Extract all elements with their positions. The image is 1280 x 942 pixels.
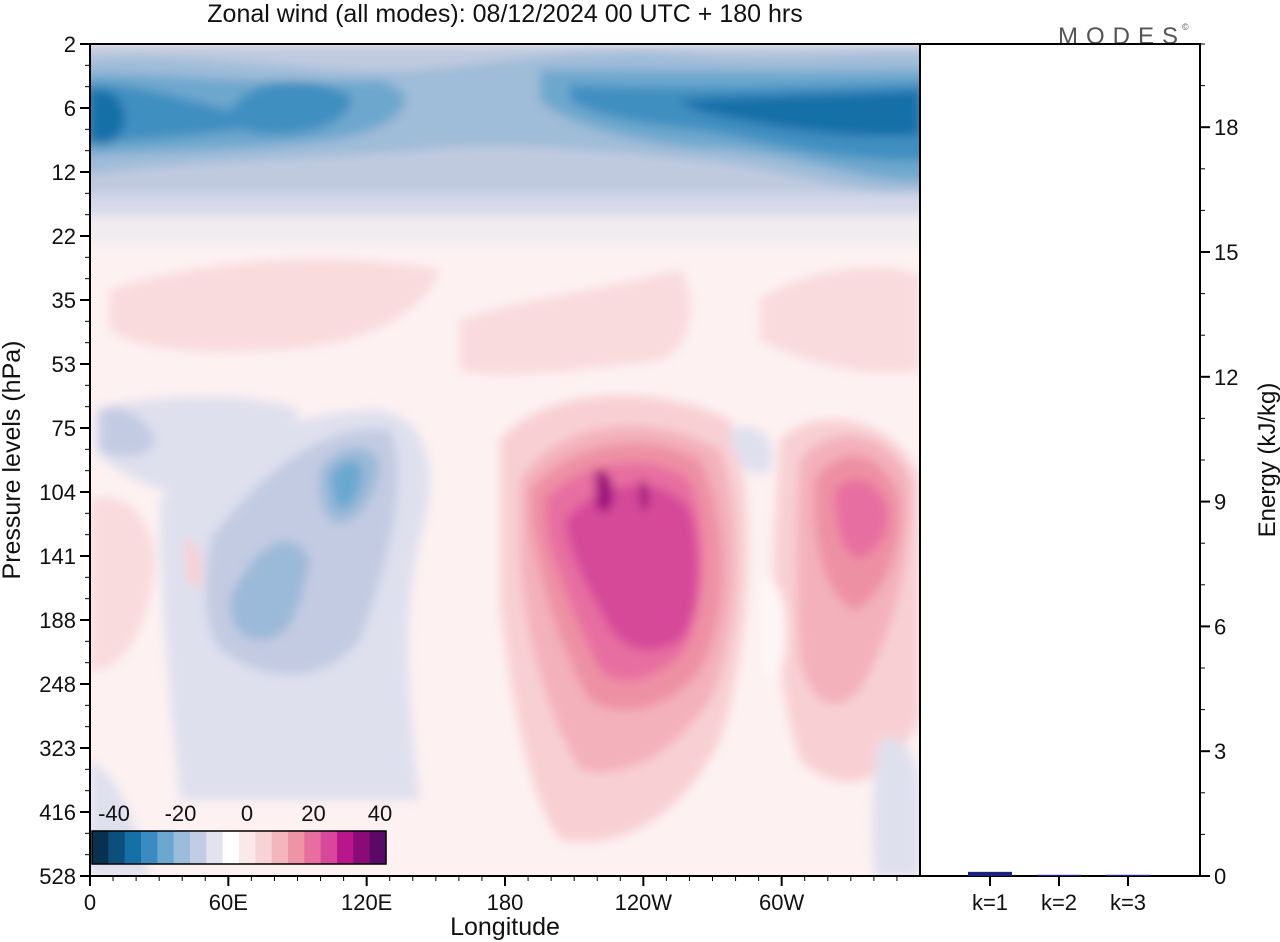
longitude-axis: 0 60E 120E 180 120W 60W: [84, 876, 898, 915]
y-axis-label: Pressure levels (hPa): [0, 341, 26, 580]
colorbar-swatch: [239, 831, 256, 864]
colorbar-swatch: [288, 831, 305, 864]
colorbar-swatch: [108, 831, 126, 864]
colorbar-swatch: [222, 831, 240, 864]
colorbar-tick-label: -20: [165, 801, 197, 826]
colorbar-swatch: [141, 831, 158, 864]
colorbar-tick-label: 40: [368, 801, 392, 826]
wavenumber-axis: k=1 k=2 k=3: [972, 876, 1146, 915]
energy-tick-label: 12: [1214, 365, 1238, 390]
energy-tick-label: 3: [1214, 739, 1226, 764]
colorbar-swatch: [337, 831, 354, 864]
colorbar: [91, 830, 387, 865]
colorbar-swatch: [92, 831, 109, 864]
y-tick-label: 35: [52, 288, 76, 313]
colorbar-swatch: [369, 831, 387, 864]
x-tick-label: 60W: [759, 890, 804, 915]
x-axis-label: Longitude: [450, 913, 560, 941]
energy-bar: [1106, 874, 1150, 876]
colorbar-swatch: [353, 831, 371, 864]
pressure-axis: 2 6 12 22 35 53 75 104 141 188 248 323 416 528: [39, 32, 90, 889]
energy-tick-label: 18: [1214, 115, 1238, 140]
y-tick-label: 528: [39, 864, 76, 889]
y-tick-label: 6: [64, 96, 76, 121]
energy-bar: [1037, 874, 1081, 876]
y-tick-label: 248: [39, 672, 76, 697]
y-tick-label: 75: [52, 416, 76, 441]
colorbar-swatch: [206, 831, 224, 864]
x-tick-label: 180: [487, 890, 524, 915]
heatmap-panel: [90, 44, 920, 876]
colorbar-swatch: [304, 831, 322, 864]
energy-tick-label: 0: [1214, 864, 1226, 889]
chart-title: Zonal wind (all modes): 08/12/2024 00 UT…: [207, 0, 802, 28]
wavenumber-label: k=1: [972, 890, 1008, 915]
energy-tick-label: 6: [1214, 614, 1226, 639]
energy-bar: [968, 871, 1012, 876]
colorbar-tick-label: 0: [241, 801, 253, 826]
energy-frame: [919, 43, 1201, 877]
wavenumber-label: k=2: [1041, 890, 1077, 915]
colorbar-swatch: [320, 831, 338, 864]
colorbar-tick-label: 20: [301, 801, 325, 826]
y-tick-label: 141: [39, 544, 76, 569]
energy-panel: 0 3 6 9 12 15 18 k=1 k=2 k=3 Energy (kJ/kg): [919, 43, 1280, 915]
energy-axis: 0 3 6 9 12 15 18: [1200, 43, 1238, 889]
energy-axis-label: Energy (kJ/kg): [1254, 383, 1280, 538]
y-tick-label: 188: [39, 608, 76, 633]
colorbar-frame: [91, 830, 387, 865]
colorbar-swatch: [173, 831, 191, 864]
y-tick-label: 104: [39, 480, 76, 505]
y-tick-label: 12: [52, 160, 76, 185]
heatmap-contours: [90, 44, 920, 876]
y-tick-label: 22: [52, 224, 76, 249]
colorbar-tick-label: -40: [98, 801, 130, 826]
wavenumber-label: k=3: [1110, 890, 1146, 915]
x-tick-label: 120E: [341, 890, 392, 915]
energy-tick-label: 9: [1214, 490, 1226, 515]
colorbar-swatch: [190, 831, 207, 864]
x-tick-label: 60E: [209, 890, 248, 915]
y-tick-label: 53: [52, 352, 76, 377]
colorbar-swatch: [157, 831, 175, 864]
colorbar-swatch: [124, 831, 142, 864]
colorbar-ticks: -40 -20 0 20 40: [98, 801, 392, 826]
y-tick-label: 323: [39, 736, 76, 761]
x-tick-label: 0: [84, 890, 96, 915]
energy-tick-label: 15: [1214, 240, 1238, 265]
y-tick-label: 416: [39, 800, 76, 825]
colorbar-swatch: [255, 831, 273, 864]
logo-copyright-mark: ©: [1182, 22, 1189, 32]
x-tick-label: 120W: [615, 890, 673, 915]
y-tick-label: 2: [64, 32, 76, 57]
colorbar-swatch: [271, 831, 289, 864]
